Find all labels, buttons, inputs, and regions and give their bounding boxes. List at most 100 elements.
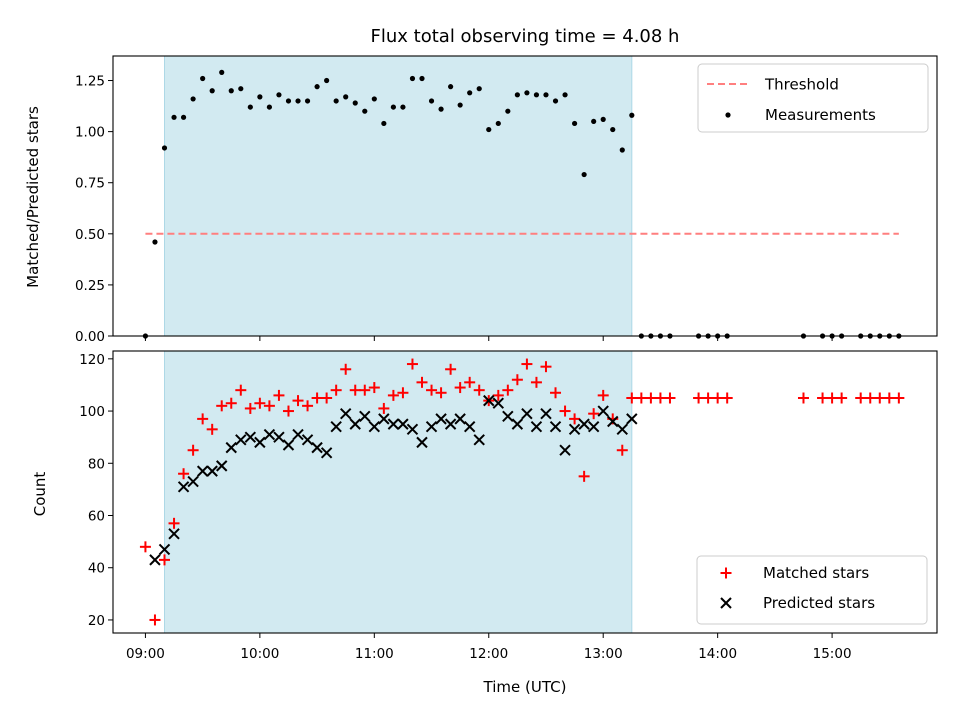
predicted-star-d2 [521,407,533,420]
predicted-star-point [292,428,304,441]
bottom-y-tick-label: 20 [88,613,105,629]
matched-star-point [864,392,876,404]
measurement-point [448,84,454,90]
bottom-x-axis-label: Time (UTC) [483,678,567,696]
matched-star-point [559,405,571,417]
bottom-x-tick-label: 11:00 [355,646,394,662]
measurement-point [180,114,187,120]
predicted-star-d2 [187,475,199,488]
matched-star-point [492,389,504,401]
predicted-star-d2 [587,421,600,433]
legend-predicted-swatch-d2 [720,597,732,609]
measurement-point [171,114,177,120]
predicted-star-point [263,428,276,441]
predicted-star-point [387,418,400,430]
matched-star-point [664,392,676,404]
predicted-star-d2 [578,418,590,430]
matched-star-point [426,384,438,396]
matched-star-point [206,423,218,435]
predicted-star-point [177,481,190,493]
predicted-star-point [587,421,600,433]
predicted-star-d2 [463,421,476,433]
bottom-x-tick-label: 10:00 [240,646,279,662]
matched-star-point [454,382,466,394]
matched-star-point [349,384,361,396]
bottom-y-tick-label: 60 [88,509,105,525]
measurement-point [161,145,168,151]
measurement-point [304,98,311,104]
predicted-star-point [235,434,247,446]
measurement-point [476,86,482,92]
predicted-star-d2 [530,421,543,433]
matched-star-point [178,468,190,480]
matched-star-point [254,397,266,409]
bottom-y-tick-label: 80 [88,456,105,472]
measurement-point [428,98,435,104]
measurement-point [571,120,578,127]
predicted-star-d2 [301,434,314,446]
predicted-star-d2 [149,554,161,566]
predicted-star-point [406,423,419,436]
matched-star-point [578,470,590,482]
matched-star-point [187,444,199,456]
predicted-star-d2 [397,418,409,430]
predicted-star-point [626,413,638,425]
top-panel: 0.00 0.25 0.50 0.75 1.00 1.25 Threshold Measure… [75,55,938,345]
predicted-star-d2 [225,441,237,454]
predicted-star-d2 [282,439,295,451]
measurement-point [467,90,473,96]
matched-star-point [530,376,542,388]
measurement-point [400,104,406,110]
predicted-star-d2 [568,423,581,436]
predicted-star-d2 [502,410,514,422]
matched-star-point [721,392,733,404]
measurement-point [495,120,501,127]
measurement-point [381,120,387,127]
matched-star-point [139,541,151,553]
top-y-axis-label: Matched/Predicted stars [24,106,42,288]
matched-star-point [273,389,285,401]
predicted-star-d2 [359,410,371,422]
predicted-star-point [149,554,161,566]
legend-matched-label: Matched stars [763,564,869,582]
matched-star-point [197,413,209,425]
measurement-point [362,108,368,114]
predicted-star-point [225,441,237,454]
predicted-star-point [435,413,447,425]
matched-star-point [645,392,657,404]
predicted-star-point [349,418,361,430]
measurement-point [524,90,530,96]
measurement-point [343,94,349,100]
measurement-point [533,92,540,98]
predicted-star-point [540,407,552,420]
predicted-star-point [216,460,228,472]
matched-star-point [445,363,457,375]
matched-star-point [282,405,294,417]
top-observing-window [164,55,633,337]
predicted-star-point [359,410,371,422]
bottom-observing-window [164,350,633,634]
predicted-star-point [158,543,171,556]
matched-star-point [635,392,647,404]
measurement-point [514,92,520,98]
predicted-star-d2 [616,423,628,436]
matched-star-point [368,382,380,394]
measurement-point [552,98,559,104]
legend-predicted-label: Predicted stars [763,594,875,612]
predicted-star-point [282,439,295,451]
matched-star-point [387,389,399,401]
predicted-star-d2 [559,444,571,456]
measurement-point [285,98,292,104]
predicted-star-point [616,423,628,436]
predicted-star-d2 [416,436,428,449]
predicted-star-point [368,421,381,433]
matched-star-point [416,376,428,388]
measurement-point [390,104,396,110]
matched-star-point [817,392,829,404]
measurement-point [438,106,444,112]
measurement-point [219,69,225,75]
measurement-point [266,104,273,110]
measurement-point [371,96,377,102]
matched-star-point [712,392,724,404]
predicted-star-point [444,418,457,430]
